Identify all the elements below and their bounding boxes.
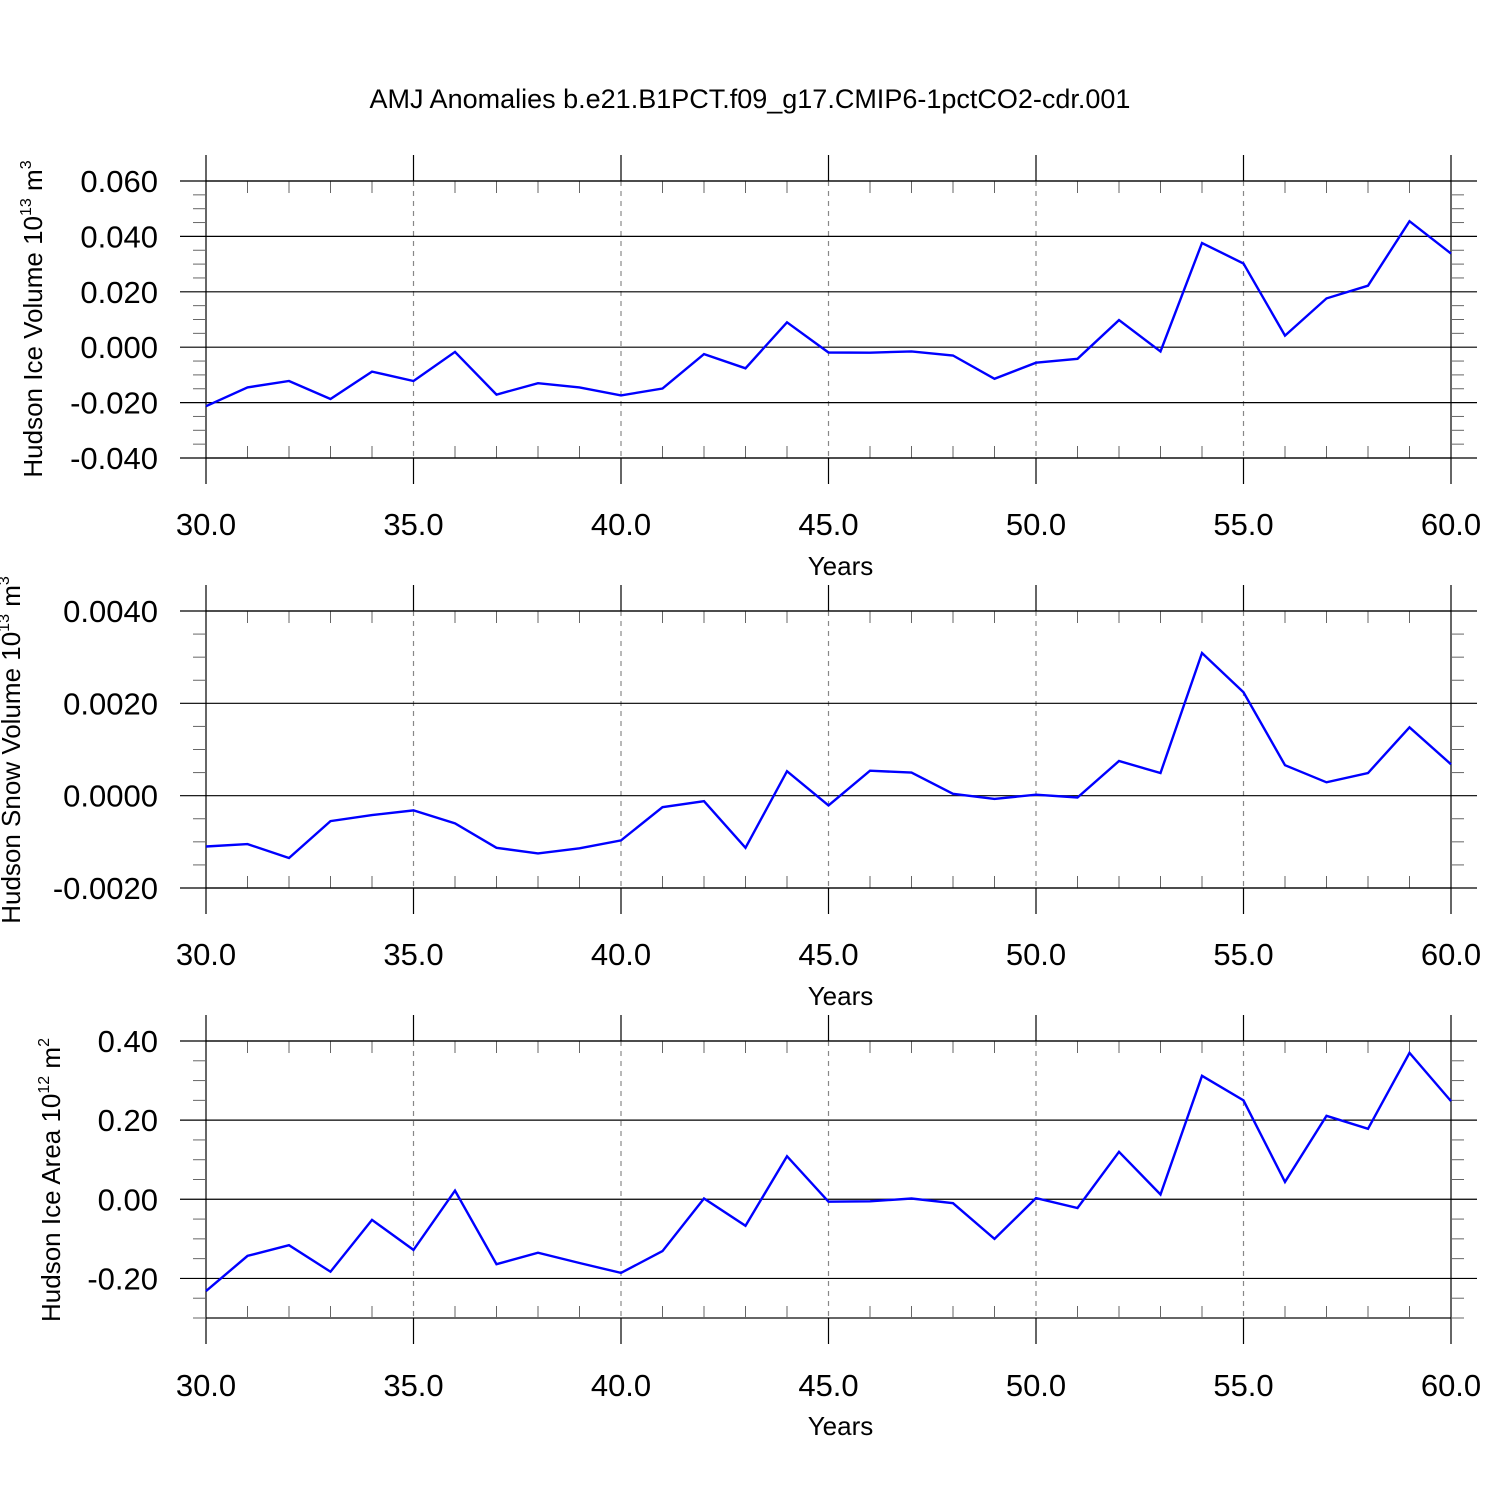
x-tick-label: 45.0 <box>798 1368 858 1403</box>
x-tick-label: 35.0 <box>383 937 443 972</box>
x-tick-label: 55.0 <box>1213 507 1273 542</box>
x-tick-label: 40.0 <box>591 1368 651 1403</box>
y-tick-label: -0.020 <box>70 386 158 421</box>
y-tick-label: 0.060 <box>80 164 158 199</box>
x-axis-title: Years <box>808 981 874 1011</box>
series-line <box>205 650 1452 860</box>
y-tick-label: -0.20 <box>87 1261 158 1296</box>
panel-1: 30.0 35.0 40.0 45.0 50.0 55.0 60.0 -0.040 -0.020… <box>18 155 1481 581</box>
y-tick-label: -0.040 <box>70 441 158 476</box>
y-tick-label: 0.40 <box>98 1024 158 1059</box>
x-axis-title: Years <box>808 1411 874 1441</box>
x-tick-label: 60.0 <box>1421 507 1481 542</box>
y-tick-label: 0.040 <box>80 219 158 254</box>
x-tick-label: 60.0 <box>1421 1368 1481 1403</box>
y-axis-title: Hudson Ice Area 1012 m2 <box>36 1038 66 1322</box>
y-tick-label: 0.0000 <box>63 779 158 814</box>
chart-title: AMJ Anomalies b.e21.B1PCT.f09_g17.CMIP6-… <box>369 84 1131 114</box>
x-tick-label: 50.0 <box>1006 507 1066 542</box>
series-line <box>205 219 1452 408</box>
y-tick-label: 0.0020 <box>63 686 158 721</box>
x-tick-label: 30.0 <box>176 1368 236 1403</box>
x-tick-label: 35.0 <box>383 1368 443 1403</box>
x-tick-label: 45.0 <box>798 507 858 542</box>
y-tick-label: 0.0040 <box>63 594 158 629</box>
x-tick-label: 55.0 <box>1213 1368 1273 1403</box>
x-tick-label: 35.0 <box>383 507 443 542</box>
x-tick-label: 50.0 <box>1006 1368 1066 1403</box>
x-tick-label: 30.0 <box>176 507 236 542</box>
x-tick-label: 60.0 <box>1421 937 1481 972</box>
y-tick-label: -0.0020 <box>53 871 158 906</box>
y-tick-label: 0.00 <box>98 1182 158 1217</box>
panel-3: 30.0 35.0 40.0 45.0 50.0 55.0 60.0 -0.20 0.00 0.2… <box>36 1015 1481 1441</box>
series-line <box>205 1050 1452 1293</box>
x-tick-label: 45.0 <box>798 937 858 972</box>
y-tick-label: 0.20 <box>98 1103 158 1138</box>
x-tick-label: 55.0 <box>1213 937 1273 972</box>
y-axis-title: Hudson Snow Volume 1013 m3 <box>0 576 26 924</box>
panel-2: 30.0 35.0 40.0 45.0 50.0 55.0 60.0 -0.0020 0.000… <box>0 576 1481 1011</box>
y-tick-label: 0.020 <box>80 275 158 310</box>
x-axis-title: Years <box>808 551 874 581</box>
y-tick-label: 0.000 <box>80 330 158 365</box>
x-tick-label: 40.0 <box>591 937 651 972</box>
x-tick-label: 50.0 <box>1006 937 1066 972</box>
y-axis-title: Hudson Ice Volume 1013 m3 <box>18 160 48 477</box>
x-tick-label: 40.0 <box>591 507 651 542</box>
x-tick-label: 30.0 <box>176 937 236 972</box>
